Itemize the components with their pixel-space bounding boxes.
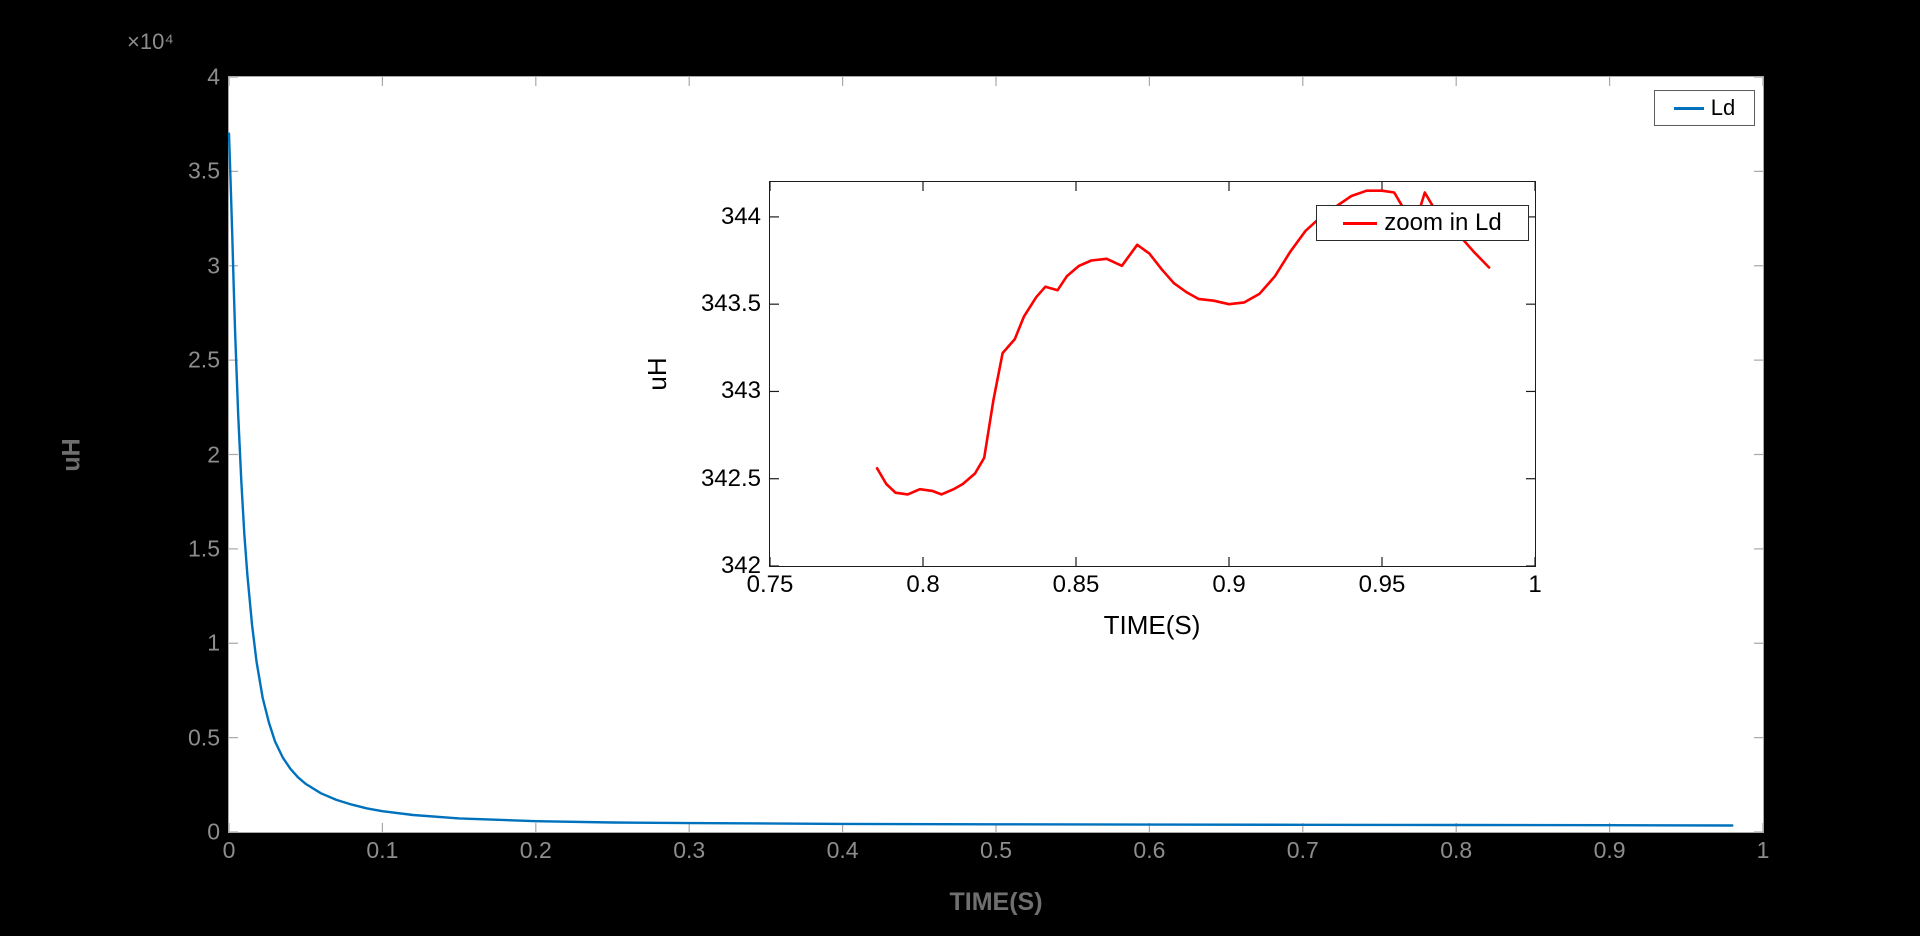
main-legend-label: Ld (1710, 95, 1736, 120)
legend-line-sample-red (1343, 221, 1378, 225)
y-tick-label: 1.5 (188, 535, 220, 562)
x-tick-label: 0.9 (1593, 837, 1626, 863)
y-tick-label: 342.5 (700, 464, 761, 492)
x-tick-label: 0 (222, 837, 236, 863)
x-tick-label: 0.3 (673, 837, 706, 863)
y-tick-label: 1 (207, 629, 220, 656)
x-tick-label: 1 (1528, 571, 1542, 598)
x-tick-label: 0.1 (366, 837, 399, 863)
y-tick-label: 0 (207, 818, 220, 845)
x-tick-label: 0.7 (1286, 837, 1319, 863)
main-x-axis-label: TIME(S) (949, 888, 1043, 916)
x-tick-label: 0.85 (1052, 571, 1100, 598)
main-legend[interactable]: Ld (1654, 90, 1755, 126)
y-tick-label: 343 (720, 377, 761, 405)
legend-line-sample-blue (1673, 106, 1704, 110)
inset-axes: 0.75 0.8 0.85 0.9 0.95 1 342 342.5 343 343.5 344 (701, 181, 1542, 597)
main-y-axis-exponent: ×10⁴ (127, 29, 174, 54)
inset-legend-label: zoom in Ld (1384, 209, 1502, 236)
x-tick-label: 0.8 (906, 571, 940, 598)
inset-x-axis-label: TIME(S) (1103, 610, 1201, 640)
x-tick-label: 0.8 (1440, 837, 1473, 863)
inset-legend[interactable]: zoom in Ld (1316, 205, 1529, 241)
y-tick-label: 0.5 (188, 724, 220, 751)
x-tick-label: 0.5 (980, 837, 1012, 863)
x-tick-label: 0.4 (826, 837, 859, 863)
main-y-axis-label: uH (57, 438, 86, 472)
y-tick-label: 2.5 (188, 346, 220, 373)
x-tick-label: 0.6 (1133, 837, 1166, 863)
inset-y-axis-label: uH (642, 357, 672, 391)
series-line-zoom-in-ld (875, 189, 1491, 496)
y-tick-label: 3 (207, 252, 220, 279)
y-tick-label: 343.5 (700, 290, 761, 318)
y-tick-label: 3.5 (188, 157, 220, 184)
y-tick-label: 4 (207, 63, 220, 90)
y-tick-label: 2 (207, 441, 220, 467)
x-tick-label: 0.95 (1358, 571, 1406, 598)
y-tick-label: 344 (720, 202, 761, 230)
y-tick-label: 342 (720, 552, 761, 579)
x-tick-label: 0.2 (519, 837, 552, 863)
x-tick-label: 0.75 (746, 571, 794, 598)
series-line-ld (227, 132, 1734, 827)
x-tick-label: 0.9 (1212, 571, 1246, 598)
x-tick-label: 1 (1756, 837, 1770, 863)
